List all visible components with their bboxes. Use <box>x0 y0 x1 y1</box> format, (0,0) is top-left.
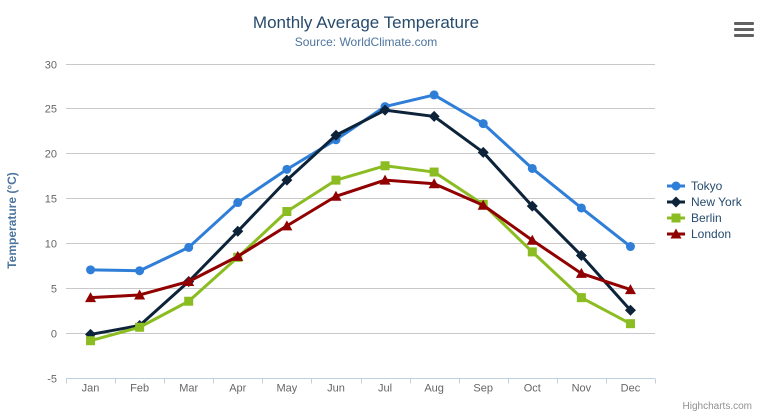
data-point[interactable] <box>281 174 293 186</box>
series-line-london[interactable] <box>89 178 632 300</box>
triangle-glyph <box>670 228 682 239</box>
hamburger-icon <box>734 22 754 25</box>
data-point[interactable] <box>575 267 587 278</box>
data-point[interactable] <box>576 203 586 213</box>
x-axis-tick-label: Jun <box>327 383 345 395</box>
credits-link[interactable]: Highcharts.com <box>682 401 752 412</box>
data-point[interactable] <box>135 266 145 276</box>
data-point[interactable] <box>183 276 195 287</box>
y-axis-tick-label: 30 <box>45 60 57 72</box>
y-axis-tick-label: 0 <box>51 329 57 341</box>
data-point[interactable] <box>429 167 439 177</box>
data-point[interactable] <box>233 198 243 208</box>
data-point[interactable] <box>281 220 293 231</box>
legend-item-label: Berlin <box>691 211 722 225</box>
x-axis-tick-label: Oct <box>524 383 541 395</box>
data-point[interactable] <box>625 242 635 252</box>
x-axis-tick-label: Aug <box>424 383 444 395</box>
data-point[interactable] <box>135 322 145 332</box>
x-axis-tick-label: Jan <box>82 383 100 395</box>
y-axis-tick-label: 5 <box>51 284 57 296</box>
y-axis-title: Temperature (°C) <box>5 172 19 269</box>
data-point[interactable] <box>526 200 538 212</box>
legend-item-label: New York <box>691 195 742 209</box>
series-line-berlin[interactable] <box>89 164 632 343</box>
data-point[interactable] <box>428 110 440 122</box>
data-point[interactable] <box>477 146 489 158</box>
x-axis-tick-label: Feb <box>130 383 149 395</box>
data-point[interactable] <box>379 174 391 185</box>
data-point[interactable] <box>429 90 439 100</box>
data-point[interactable] <box>232 225 244 237</box>
x-axis-tick-label: Dec <box>621 383 641 395</box>
x-axis-tick-label: Jul <box>378 383 392 395</box>
hamburger-icon <box>734 28 754 31</box>
x-axis-tick-label: May <box>276 383 297 395</box>
diamond-glyph <box>670 196 682 208</box>
diamond-marker-icon <box>666 195 686 209</box>
data-point[interactable] <box>576 293 586 303</box>
legend-item-london[interactable]: London <box>666 226 742 242</box>
data-point[interactable] <box>625 319 635 329</box>
y-axis-tick-label: 25 <box>45 104 57 116</box>
data-point[interactable] <box>380 161 390 171</box>
data-point[interactable] <box>184 296 194 306</box>
legend: Tokyo New York Berlin London <box>666 178 742 242</box>
data-point[interactable] <box>527 247 537 257</box>
x-axis-tick-label: Nov <box>572 383 592 395</box>
y-axis-tick-label: 20 <box>45 149 57 161</box>
data-point[interactable] <box>575 249 587 261</box>
data-point[interactable] <box>86 265 96 275</box>
data-point[interactable] <box>134 289 146 300</box>
x-axis-tick-label: Apr <box>229 383 246 395</box>
data-point[interactable] <box>282 207 292 217</box>
data-point[interactable] <box>85 292 97 303</box>
hamburger-icon <box>734 34 754 37</box>
data-point[interactable] <box>477 199 489 210</box>
x-axis-tick-label: Mar <box>179 383 198 395</box>
legend-item-tokyo[interactable]: Tokyo <box>666 178 742 194</box>
y-axis-tick-label: 10 <box>45 239 57 251</box>
data-point[interactable] <box>331 175 341 185</box>
series-line-new-york[interactable] <box>89 108 632 336</box>
data-point[interactable] <box>624 304 636 316</box>
data-point[interactable] <box>527 163 537 173</box>
square-glyph <box>671 213 681 223</box>
legend-item-label: London <box>691 227 732 241</box>
circle-marker-icon <box>666 179 686 193</box>
y-axis-tick-label: 15 <box>45 194 57 206</box>
y-axis-tick-label: -5 <box>47 374 57 386</box>
triangle-marker-icon <box>666 227 686 241</box>
data-point[interactable] <box>428 178 440 189</box>
data-point[interactable] <box>282 164 292 174</box>
square-marker-icon <box>666 211 686 225</box>
export-menu-button[interactable] <box>734 22 754 37</box>
data-point[interactable] <box>478 119 488 129</box>
data-point[interactable] <box>624 284 636 295</box>
data-point[interactable] <box>184 242 194 252</box>
data-point[interactable] <box>526 234 538 245</box>
x-axis-tick-label: Sep <box>473 383 493 395</box>
data-point[interactable] <box>86 336 96 346</box>
circle-glyph <box>671 181 681 191</box>
legend-item-label: Tokyo <box>691 179 723 193</box>
data-point[interactable] <box>232 250 244 261</box>
data-point[interactable] <box>379 104 391 116</box>
data-point[interactable] <box>330 129 342 141</box>
legend-item-berlin[interactable]: Berlin <box>666 210 742 226</box>
legend-item-new-york[interactable]: New York <box>666 194 742 210</box>
data-point[interactable] <box>330 190 342 201</box>
